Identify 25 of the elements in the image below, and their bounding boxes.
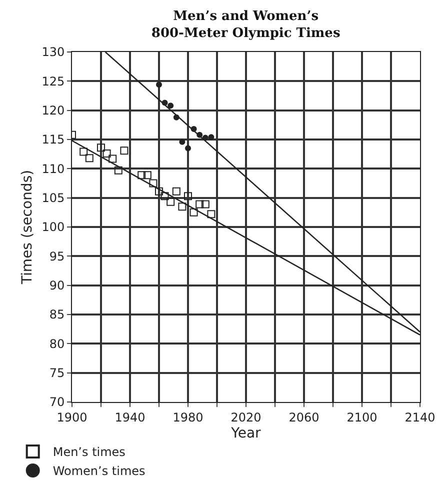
y-axis-title: Times (seconds) bbox=[19, 170, 36, 286]
y-tick-label: 130 bbox=[42, 45, 65, 60]
chart-title: Men’s and Women’s 800-Meter Olympic Times bbox=[151, 8, 340, 41]
y-tick-label: 110 bbox=[42, 162, 65, 176]
y-tick-label: 95 bbox=[49, 249, 65, 264]
y-tick-label: 100 bbox=[42, 220, 65, 234]
legend-label: Men’s times bbox=[52, 445, 126, 460]
y-tick-label: 125 bbox=[42, 74, 65, 88]
y-tick-label: 115 bbox=[42, 132, 65, 147]
x-tick-label: 2100 bbox=[346, 410, 378, 424]
x-tick-label: 2140 bbox=[404, 410, 436, 424]
y-tick-label: 80 bbox=[49, 336, 65, 351]
x-tick-label: 1900 bbox=[56, 410, 88, 424]
y-tick-label: 90 bbox=[49, 278, 65, 293]
x-tick-label: 2020 bbox=[230, 410, 262, 424]
x-tick-label: 2060 bbox=[288, 410, 320, 424]
legend-label: Women’s times bbox=[52, 464, 146, 478]
x-axis-title: Year bbox=[230, 426, 262, 442]
x-tick-label: 1940 bbox=[114, 410, 146, 424]
y-tick-label: 85 bbox=[49, 308, 65, 322]
y-tick-label: 70 bbox=[49, 395, 65, 410]
y-tick-label: 75 bbox=[49, 366, 65, 380]
y-tick-label: 105 bbox=[42, 191, 65, 206]
y-tick-label: 120 bbox=[42, 104, 65, 118]
x-tick-label: 1980 bbox=[172, 410, 204, 424]
